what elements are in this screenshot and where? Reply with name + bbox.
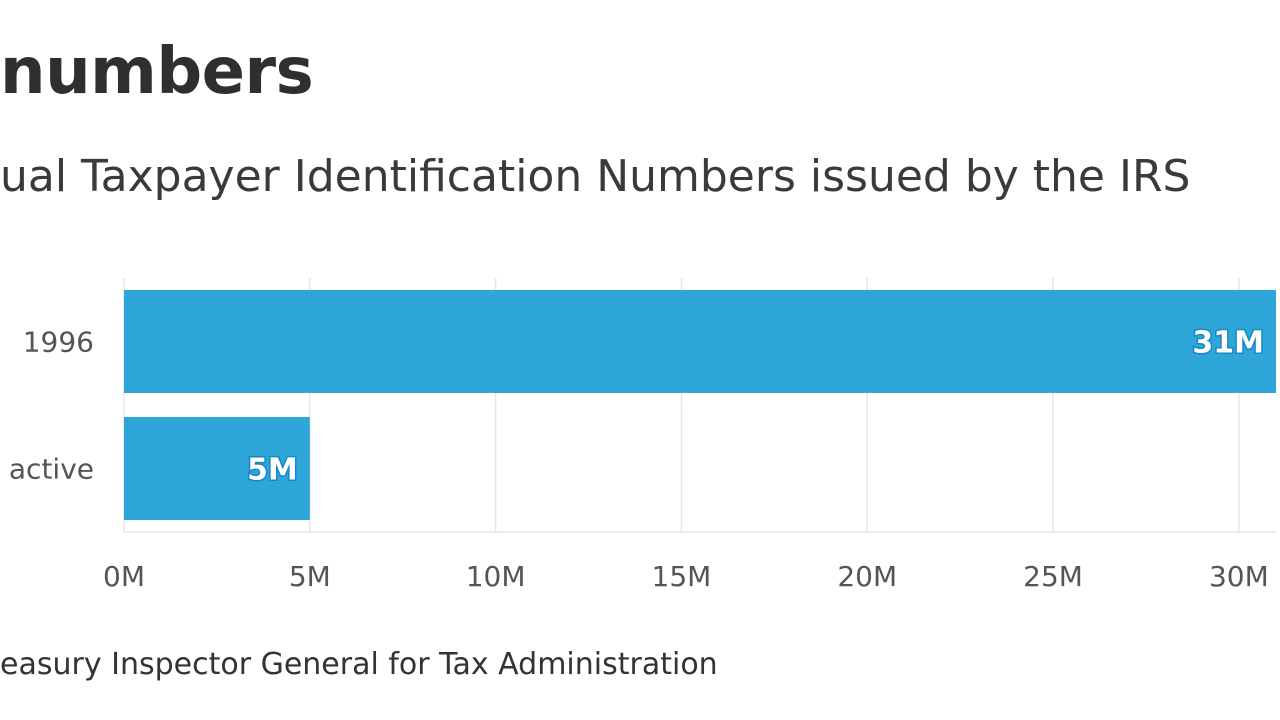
x-tick-label: 15M <box>652 560 712 593</box>
bar-active <box>124 417 310 520</box>
data-label: 5M <box>247 453 298 488</box>
chart-subtitle: ual Taxpayer Identification Numbers issu… <box>0 151 1191 202</box>
bar-chart: 0M 5M 10M 15M 20M 25M 30M 1996 31M active 5M <box>9 278 1276 593</box>
bars <box>124 290 1276 520</box>
x-tick-label: 20M <box>837 560 897 593</box>
labels: 0M 5M 10M 15M 20M 25M 30M 1996 31M active 5M <box>9 324 1269 593</box>
chart-title: numbers <box>0 35 314 109</box>
data-label: 31M <box>1192 326 1264 361</box>
x-tick-label: 10M <box>466 560 526 593</box>
category-label: 1996 <box>23 326 94 359</box>
x-tick-label: 25M <box>1023 560 1083 593</box>
x-tick-label: 5M <box>289 560 331 593</box>
chart-source: easury Inspector General for Tax Adminis… <box>0 647 718 682</box>
category-label: active <box>9 453 94 486</box>
bar-1996 <box>124 290 1276 393</box>
x-tick-label: 30M <box>1209 560 1269 593</box>
x-tick-label: 0M <box>103 560 145 593</box>
